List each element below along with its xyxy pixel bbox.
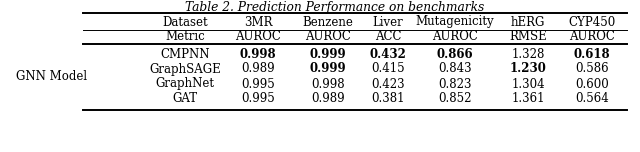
Text: 0.586: 0.586: [575, 62, 609, 76]
Text: 0.866: 0.866: [436, 47, 474, 60]
Text: 0.999: 0.999: [310, 47, 346, 60]
Text: Dataset: Dataset: [162, 16, 208, 29]
Text: 3MR: 3MR: [244, 16, 272, 29]
Text: Mutagenicity: Mutagenicity: [416, 16, 494, 29]
Text: Metric: Metric: [165, 29, 205, 43]
Text: 0.600: 0.600: [575, 78, 609, 90]
Text: 0.995: 0.995: [241, 78, 275, 90]
Text: RMSE: RMSE: [509, 29, 547, 43]
Text: GAT: GAT: [172, 93, 198, 105]
Text: ACC: ACC: [375, 29, 401, 43]
Text: 0.415: 0.415: [371, 62, 405, 76]
Text: 0.381: 0.381: [371, 93, 404, 105]
Text: 0.998: 0.998: [240, 47, 276, 60]
Text: AUROC: AUROC: [305, 29, 351, 43]
Text: hERG: hERG: [511, 16, 545, 29]
Text: 0.989: 0.989: [311, 93, 345, 105]
Text: 0.823: 0.823: [438, 78, 472, 90]
Text: GraphSAGE: GraphSAGE: [149, 62, 221, 76]
Text: 1.304: 1.304: [511, 78, 545, 90]
Text: 0.999: 0.999: [310, 62, 346, 76]
Text: 0.618: 0.618: [573, 47, 611, 60]
Text: 0.423: 0.423: [371, 78, 405, 90]
Text: AUROC: AUROC: [569, 29, 615, 43]
Text: 1.328: 1.328: [511, 47, 545, 60]
Text: 0.843: 0.843: [438, 62, 472, 76]
Text: GraphNet: GraphNet: [156, 78, 214, 90]
Text: Benzene: Benzene: [303, 16, 353, 29]
Text: 0.998: 0.998: [311, 78, 345, 90]
Text: 1.230: 1.230: [509, 62, 547, 76]
Text: 0.432: 0.432: [369, 47, 406, 60]
Text: AUROC: AUROC: [432, 29, 478, 43]
Text: 0.995: 0.995: [241, 93, 275, 105]
Text: Table 2. Prediction Performance on benchmarks: Table 2. Prediction Performance on bench…: [186, 0, 484, 14]
Text: 0.852: 0.852: [438, 93, 472, 105]
Text: 0.564: 0.564: [575, 93, 609, 105]
Text: 1.361: 1.361: [511, 93, 545, 105]
Text: Liver: Liver: [372, 16, 403, 29]
Text: AUROC: AUROC: [235, 29, 281, 43]
Text: CMPNN: CMPNN: [160, 47, 210, 60]
Text: CYP450: CYP450: [568, 16, 616, 29]
Text: 0.989: 0.989: [241, 62, 275, 76]
Text: GNN Model: GNN Model: [17, 70, 88, 83]
